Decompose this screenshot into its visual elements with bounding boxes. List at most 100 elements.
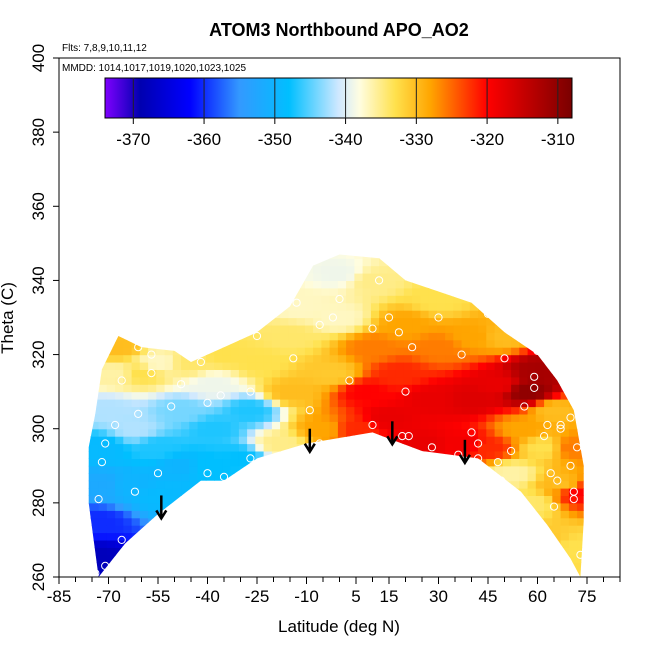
heatmap-cell xyxy=(453,254,463,259)
heatmap-cell xyxy=(560,295,570,304)
heatmap-cell xyxy=(544,295,553,304)
heatmap-cell xyxy=(535,280,545,289)
heatmap-cell xyxy=(502,547,512,556)
heatmap-cell xyxy=(205,488,215,496)
heatmap-cell xyxy=(321,317,331,326)
heatmap-cell xyxy=(280,421,289,430)
heatmap-cell xyxy=(214,502,223,511)
heatmap-cell xyxy=(280,495,289,504)
heatmap-cell xyxy=(222,354,232,363)
heatmap-cell xyxy=(197,384,207,393)
heatmap-cell xyxy=(577,280,584,289)
heatmap-cell xyxy=(387,254,397,259)
heatmap-cell xyxy=(519,391,529,400)
heatmap-cell xyxy=(123,525,133,534)
heatmap-cell xyxy=(445,347,454,356)
heatmap-cell xyxy=(420,428,430,437)
heatmap-cell xyxy=(131,451,141,459)
heatmap-cell xyxy=(156,532,166,541)
heatmap-cell xyxy=(148,287,157,296)
heatmap-cell xyxy=(230,258,240,267)
heatmap-cell xyxy=(511,569,520,577)
heatmap-cell xyxy=(131,384,141,393)
x-axis-label: Latitude (deg N) xyxy=(278,617,400,636)
heatmap-cell xyxy=(140,243,149,251)
heatmap-cell xyxy=(370,324,380,333)
heatmap-cell xyxy=(511,302,520,311)
heatmap-cell xyxy=(552,547,562,556)
heatmap-cell xyxy=(453,532,463,541)
heatmap-cell xyxy=(552,265,562,274)
heatmap-cell xyxy=(403,273,413,281)
heatmap-cell xyxy=(123,569,133,577)
heatmap-cell xyxy=(304,362,314,370)
heatmap-cell xyxy=(123,458,133,467)
heatmap-cell xyxy=(478,273,487,281)
heatmap-cell xyxy=(189,391,199,400)
heatmap-cell xyxy=(420,413,430,422)
heatmap-cell xyxy=(304,273,314,281)
heatmap-cell xyxy=(404,243,413,251)
heatmap-cell xyxy=(255,302,265,311)
heatmap-cell xyxy=(296,362,306,370)
heatmap-cell xyxy=(247,495,256,504)
heatmap-cell xyxy=(238,554,248,563)
sample-point xyxy=(101,439,110,448)
heatmap-cell xyxy=(387,451,397,459)
heatmap-cell xyxy=(255,502,265,511)
heatmap-cell xyxy=(296,280,306,289)
heatmap-cell xyxy=(445,258,454,267)
heatmap-cell xyxy=(478,488,487,496)
heatmap-cell xyxy=(106,436,116,445)
heatmap-cell xyxy=(88,347,91,356)
heatmap-cell xyxy=(362,391,372,400)
heatmap-cell xyxy=(313,577,322,585)
heatmap-cell xyxy=(296,273,306,281)
heatmap-cell xyxy=(247,502,256,511)
heatmap-cell xyxy=(156,569,166,577)
heatmap-cell xyxy=(478,302,487,311)
heatmap-cell xyxy=(527,258,537,267)
heatmap-cell xyxy=(238,495,248,504)
heatmap-cell xyxy=(337,510,347,519)
heatmap-cell xyxy=(519,480,529,489)
heatmap-cell xyxy=(238,488,248,496)
heatmap-cell xyxy=(461,376,471,385)
heatmap-cell xyxy=(535,473,545,482)
heatmap-cell xyxy=(90,287,100,296)
heatmap-cell xyxy=(296,525,306,534)
heatmap-cell xyxy=(337,443,347,452)
heatmap-cell xyxy=(552,510,562,519)
heatmap-cell xyxy=(205,324,215,333)
heatmap-cell xyxy=(469,554,479,563)
heatmap-cell xyxy=(271,465,281,474)
heatmap-cell xyxy=(88,554,91,563)
heatmap-cell xyxy=(131,273,141,281)
heatmap-cell xyxy=(519,369,529,378)
heatmap-cell xyxy=(577,562,584,571)
heatmap-cell xyxy=(230,265,240,274)
heatmap-cell xyxy=(115,243,124,251)
heatmap-cell xyxy=(296,302,306,311)
heatmap-cell xyxy=(123,547,133,556)
heatmap-cell xyxy=(469,391,479,400)
heatmap-cell xyxy=(197,569,207,577)
heatmap-cell xyxy=(288,569,298,577)
heatmap-cell xyxy=(486,280,496,289)
heatmap-cell xyxy=(164,413,174,422)
heatmap-cell xyxy=(354,362,364,370)
sample-point xyxy=(507,446,516,456)
heatmap-cell xyxy=(313,280,322,289)
sample-point xyxy=(493,458,502,467)
heatmap-cell xyxy=(379,317,388,326)
heatmap-cell xyxy=(131,310,141,319)
heatmap-cell xyxy=(205,421,215,430)
heatmap-cell xyxy=(164,347,174,356)
heatmap-cell xyxy=(131,436,141,445)
heatmap-cell xyxy=(428,465,438,474)
heatmap-cell xyxy=(139,554,149,563)
heatmap-cell xyxy=(535,525,545,534)
heatmap-cell xyxy=(164,258,174,267)
heatmap-cell xyxy=(205,406,215,415)
heatmap-cell xyxy=(511,488,520,496)
